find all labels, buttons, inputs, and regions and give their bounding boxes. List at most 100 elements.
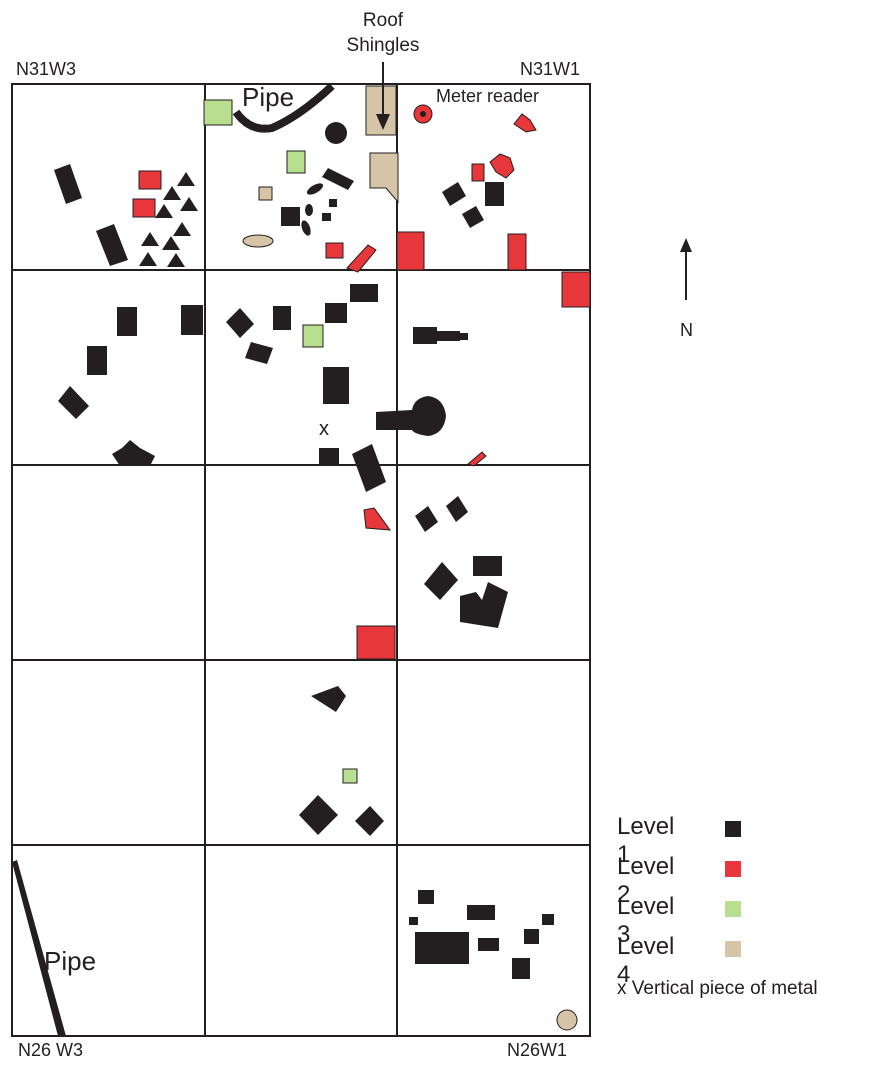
level1-feature xyxy=(305,204,313,216)
level1-feature xyxy=(350,284,378,302)
level1-feature xyxy=(322,213,331,221)
level1-feature xyxy=(329,199,337,207)
corner-label-nw: N31W3 xyxy=(16,59,77,79)
level1-feature xyxy=(141,232,159,246)
level1-feature xyxy=(446,496,468,522)
level2-feature xyxy=(489,153,515,179)
level1-feature xyxy=(325,122,347,144)
level4-feature xyxy=(556,1009,578,1031)
level1-feature xyxy=(226,308,254,338)
legend-label: Level 1 xyxy=(617,813,675,868)
level1-feature xyxy=(462,206,484,228)
level1-feature xyxy=(299,795,338,835)
level1-feature xyxy=(54,164,82,204)
level1-feature xyxy=(478,938,499,951)
level1-feature xyxy=(467,905,495,920)
level1-feature xyxy=(117,307,137,336)
level2-feature xyxy=(467,451,487,467)
pipe-label-bottom: Pipe xyxy=(44,946,97,976)
level1-feature xyxy=(87,346,107,375)
level2-feature xyxy=(346,244,377,273)
level1-feature xyxy=(177,172,195,186)
legend-metal-note: x Vertical piece of metal xyxy=(617,978,818,999)
north-label: N xyxy=(680,320,693,340)
level2-feature xyxy=(561,271,591,308)
level1-feature xyxy=(436,331,460,341)
level1-feature xyxy=(524,929,539,944)
level1-feature xyxy=(281,207,300,226)
roof-shingle-feature xyxy=(365,85,397,136)
level2-swatch xyxy=(725,861,741,877)
level3-feature xyxy=(302,324,324,348)
level1-feature xyxy=(306,183,324,195)
level1-features xyxy=(54,122,554,979)
meter-reader-label: Meter reader xyxy=(436,86,540,106)
level1-feature xyxy=(181,305,203,335)
level4-feature xyxy=(258,186,273,201)
level1-feature xyxy=(173,222,191,236)
level4-feature xyxy=(242,234,274,248)
excavation-grid xyxy=(11,83,591,1037)
level1-feature xyxy=(167,253,185,267)
level1-feature xyxy=(311,686,346,712)
level1-feature xyxy=(413,327,437,344)
level2-feature xyxy=(507,233,527,271)
grid-outline xyxy=(11,83,591,1037)
north-arrowhead xyxy=(680,238,692,252)
level1-feature xyxy=(155,204,173,218)
level1-feature xyxy=(512,958,530,979)
level1-feature xyxy=(139,252,157,266)
level1-feature xyxy=(301,220,311,236)
level2-feature xyxy=(396,231,425,271)
level4-swatch xyxy=(725,941,741,957)
level1-feature xyxy=(424,562,458,600)
level1-feature xyxy=(245,342,273,364)
level1-feature xyxy=(58,386,89,419)
level4-features xyxy=(242,85,578,1031)
level1-feature xyxy=(273,306,291,330)
level2-feature xyxy=(471,163,485,182)
level1-feature xyxy=(459,333,468,340)
level1-feature xyxy=(485,182,504,206)
level1-feature xyxy=(542,914,554,925)
level2-features xyxy=(132,104,591,660)
level1-feature xyxy=(352,444,386,492)
level1-feature xyxy=(112,440,155,466)
roof-shingle-feature xyxy=(369,152,399,204)
legend-label: Level 3 xyxy=(617,893,675,948)
level1-feature xyxy=(418,890,434,904)
vertical-metal-marker: x xyxy=(319,418,329,440)
level1-swatch xyxy=(725,821,741,837)
level3-features xyxy=(203,99,358,784)
level2-feature xyxy=(513,113,537,133)
pipe-label-top: Pipe xyxy=(242,82,295,112)
level3-feature xyxy=(342,768,358,784)
level1-feature xyxy=(473,556,502,576)
level1-feature xyxy=(460,582,508,628)
level1-feature xyxy=(355,806,384,836)
roof-shingles-arrowhead xyxy=(376,114,390,130)
level3-swatch xyxy=(725,901,741,917)
level1-feature xyxy=(325,303,347,323)
level2-feature xyxy=(132,198,156,218)
corner-label-se: N26W1 xyxy=(507,1040,568,1060)
level1-feature xyxy=(96,224,128,266)
legend-label: Level 2 xyxy=(617,853,675,908)
level1-feature xyxy=(162,236,180,250)
level1-feature xyxy=(442,182,466,206)
level2-feature xyxy=(363,507,392,531)
roof-shingles-label: Roof Shingles xyxy=(346,10,420,56)
level1-feature xyxy=(376,396,446,436)
level3-feature xyxy=(203,99,233,126)
level2-feature xyxy=(356,625,396,660)
corner-label-sw: N26 W3 xyxy=(18,1040,84,1060)
level1-feature xyxy=(322,168,354,190)
level1-feature xyxy=(415,932,469,964)
level1-feature xyxy=(409,917,418,925)
pipe-top xyxy=(232,83,335,133)
level1-feature xyxy=(415,506,438,532)
level1-feature xyxy=(180,197,198,211)
level1-feature xyxy=(163,186,181,200)
meter-reader-center xyxy=(420,111,426,117)
